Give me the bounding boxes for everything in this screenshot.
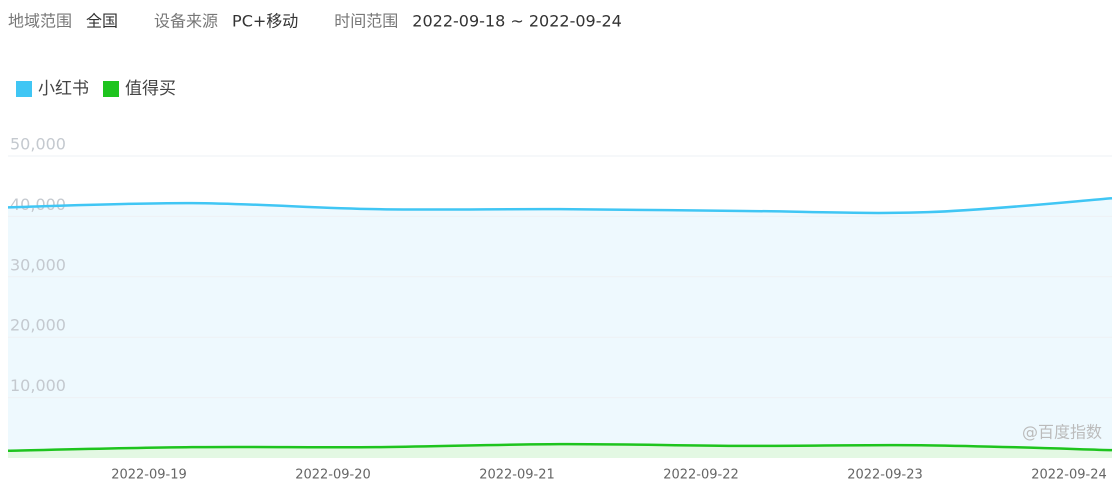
x-tick-label: 2022-09-23 xyxy=(847,468,923,482)
y-tick-label: 30,000 xyxy=(10,255,66,274)
y-tick-label: 10,000 xyxy=(10,376,66,395)
line xyxy=(7,197,1113,215)
x-tick-label: 2022-09-20 xyxy=(295,468,371,482)
legend-label: 值得买 xyxy=(125,79,176,99)
x-tick-label: 2022-09-24 xyxy=(1031,468,1107,482)
filter-value: PC+移动 xyxy=(232,12,298,31)
x-tick-label: 2022-09-22 xyxy=(663,468,739,482)
watermark: @百度指数 xyxy=(1022,423,1102,442)
legend-swatch xyxy=(103,81,119,97)
legend-label: 小红书 xyxy=(38,79,89,99)
y-tick-label: 20,000 xyxy=(10,316,66,335)
filter-value: 全国 xyxy=(86,12,118,31)
line xyxy=(7,442,1113,453)
x-tick-label: 2022-09-21 xyxy=(479,468,555,482)
legend-swatch xyxy=(16,81,32,97)
filter-label: 时间范围 xyxy=(334,12,398,31)
y-tick-label: 40,000 xyxy=(10,195,66,214)
x-tick-label: 2022-09-19 xyxy=(111,468,187,482)
filter-value: 2022-09-18 ~ 2022-09-24 xyxy=(412,12,622,31)
filter-label: 地域范围 xyxy=(8,12,72,31)
area xyxy=(8,198,1112,458)
y-tick-label: 50,000 xyxy=(10,135,66,154)
filter-label: 设备来源 xyxy=(154,12,218,31)
